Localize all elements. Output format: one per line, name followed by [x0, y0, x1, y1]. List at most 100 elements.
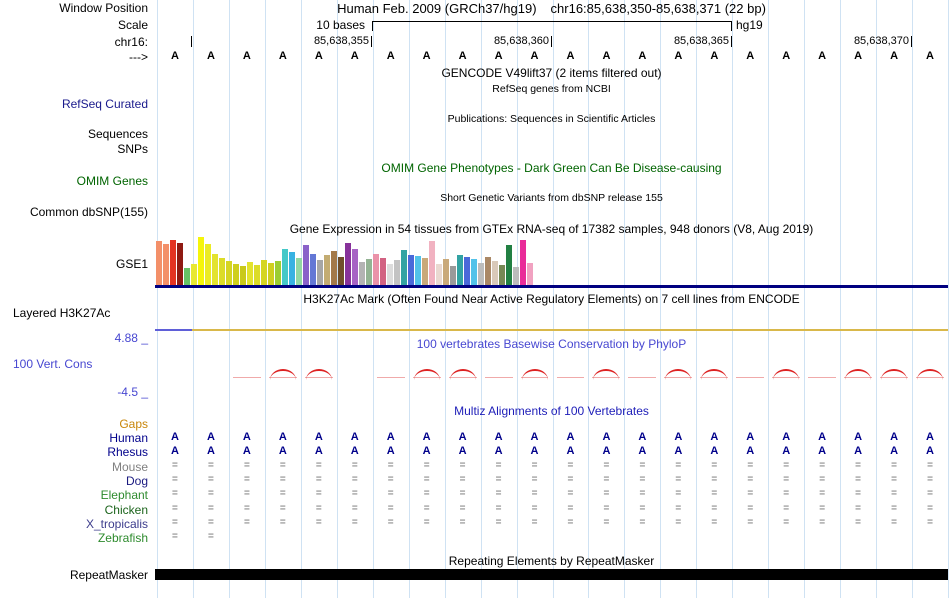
alignment-gap: =	[783, 503, 790, 514]
publications-title[interactable]: Publications: Sequences in Scientific Ar…	[447, 113, 656, 125]
gtex-bar[interactable]	[499, 265, 505, 285]
gtex-bar[interactable]	[156, 241, 162, 285]
species-label-mouse: Mouse	[111, 460, 148, 474]
sequences-label[interactable]: Sequences	[87, 127, 148, 141]
gtex-bar[interactable]	[422, 258, 428, 285]
gtex-bar[interactable]	[233, 264, 239, 285]
alignment-base: A	[746, 445, 755, 457]
gtex-bar[interactable]	[324, 255, 330, 285]
gtex-bar[interactable]	[254, 265, 260, 285]
refseq-curated-label[interactable]: RefSeq Curated	[61, 97, 148, 111]
gtex-bar[interactable]	[184, 268, 190, 285]
omim-genes-label[interactable]: OMIM Genes	[76, 174, 148, 188]
snps-label[interactable]: SNPs	[117, 142, 148, 156]
gtex-bar[interactable]	[317, 260, 323, 285]
gtex-bar[interactable]	[394, 260, 400, 285]
gtex-bar[interactable]	[506, 245, 512, 285]
gtex-bar[interactable]	[464, 257, 470, 285]
gtex-bar[interactable]	[261, 260, 267, 285]
phylop-title[interactable]: 100 vertebrates Basewise Conservation by…	[416, 337, 687, 351]
gtex-bar[interactable]	[401, 250, 407, 285]
dbsnp-title[interactable]: Short Genetic Variants from dbSNP releas…	[440, 192, 663, 204]
gtex-gene-label[interactable]: GSE1	[115, 257, 148, 271]
alignment-gap: =	[819, 517, 826, 528]
alignment-base: A	[890, 445, 899, 457]
gtex-bar[interactable]	[177, 243, 183, 285]
alignment-gap: =	[927, 503, 933, 514]
gtex-bar[interactable]	[268, 263, 274, 285]
gtex-bar[interactable]	[289, 252, 295, 285]
gtex-bar[interactable]	[303, 245, 309, 285]
common-dbsnp-label[interactable]: Common dbSNP(155)	[29, 205, 148, 219]
conservation-track-label[interactable]: 100 Vert. Cons	[13, 357, 93, 371]
gtex-bar[interactable]	[513, 267, 519, 285]
gtex-bar[interactable]	[282, 249, 288, 285]
gtex-bar[interactable]	[520, 240, 526, 285]
gtex-bar[interactable]	[352, 249, 358, 285]
gtex-bar[interactable]	[457, 255, 463, 285]
gtex-bar[interactable]	[366, 259, 372, 285]
gtex-bar[interactable]	[247, 262, 253, 285]
gtex-bar[interactable]	[380, 258, 386, 285]
gaps-label: Gaps	[119, 417, 148, 431]
gtex-bar[interactable]	[345, 243, 351, 285]
gtex-bar[interactable]	[415, 256, 421, 285]
gtex-bar[interactable]	[527, 263, 533, 285]
gtex-title[interactable]: Gene Expression in 54 tissues from GTEx …	[289, 222, 814, 236]
gtex-bar[interactable]	[163, 244, 169, 285]
alignment-gap: =	[783, 488, 790, 499]
gtex-bar[interactable]	[478, 263, 484, 285]
alignment-gap: =	[351, 517, 358, 528]
gtex-bar[interactable]	[170, 240, 176, 285]
sequence-base: A	[386, 50, 395, 62]
gtex-bar[interactable]	[471, 259, 477, 285]
gtex-bar[interactable]	[198, 237, 204, 285]
grid-line	[840, 0, 841, 598]
alignment-base: A	[818, 445, 827, 457]
gtex-bar[interactable]	[359, 262, 365, 285]
gtex-bar[interactable]	[492, 261, 498, 285]
repeat-title[interactable]: Repeating Elements by RepeatMasker	[448, 554, 655, 568]
alignment-gap: =	[747, 503, 754, 514]
gtex-bar[interactable]	[219, 258, 225, 285]
gtex-bar[interactable]	[240, 266, 246, 285]
refseq-subtitle[interactable]: RefSeq genes from NCBI	[492, 83, 611, 95]
gtex-bar[interactable]	[275, 261, 281, 285]
gtex-bar[interactable]	[443, 259, 449, 285]
gtex-bar[interactable]	[373, 254, 379, 285]
h3k27ac-baseline-accent	[155, 329, 192, 331]
grid-line	[265, 0, 266, 598]
gtex-bar[interactable]	[191, 264, 197, 285]
gtex-bar[interactable]	[436, 264, 442, 285]
gtex-bar[interactable]	[338, 257, 344, 285]
sequence-base: A	[242, 50, 251, 62]
genome-label: hg19	[736, 18, 763, 32]
gtex-bar[interactable]	[212, 254, 218, 285]
conservation-peak	[449, 369, 476, 380]
gtex-bar[interactable]	[331, 251, 337, 285]
gtex-bar[interactable]	[408, 255, 414, 285]
gtex-bar[interactable]	[296, 258, 302, 285]
h3k27ac-title[interactable]: H3K27Ac Mark (Often Found Near Active Re…	[303, 292, 800, 306]
alignment-gap: =	[675, 460, 682, 471]
gtex-bar[interactable]	[205, 244, 211, 285]
gtex-bar[interactable]	[310, 254, 316, 285]
omim-title[interactable]: OMIM Gene Phenotypes - Dark Green Can Be…	[381, 161, 722, 175]
repeatmasker-element[interactable]	[155, 569, 948, 580]
alignment-gap: =	[279, 503, 286, 514]
alignment-gap: =	[279, 488, 286, 499]
gencode-title[interactable]: GENCODE V49lift37 (2 items filtered out)	[441, 66, 662, 80]
alignment-base: A	[171, 445, 179, 457]
multiz-title[interactable]: Multiz Alignments of 100 Vertebrates	[454, 404, 649, 418]
gtex-bar[interactable]	[485, 257, 491, 285]
gtex-bar[interactable]	[387, 264, 393, 285]
alignment-gap: =	[711, 460, 718, 471]
gtex-bar[interactable]	[450, 266, 456, 285]
alignment-base: A	[710, 431, 719, 443]
alignment-gap: =	[279, 474, 286, 485]
layered-h3k27ac-label[interactable]: Layered H3K27Ac	[13, 306, 111, 320]
alignment-gap: =	[603, 488, 610, 499]
gtex-bar[interactable]	[429, 241, 435, 285]
repeatmasker-label[interactable]: RepeatMasker	[69, 568, 148, 582]
gtex-bar[interactable]	[226, 261, 232, 285]
